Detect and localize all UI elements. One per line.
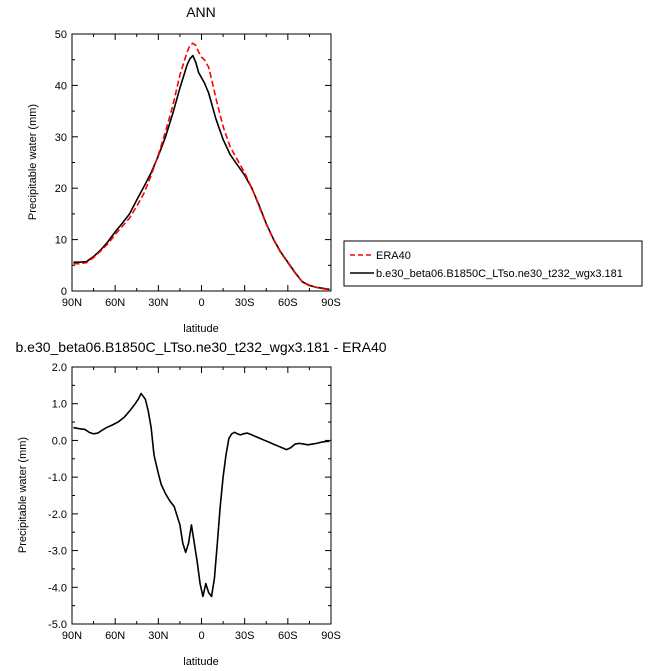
top-y-tick-label: 30 [55,132,67,144]
legend-box [343,240,643,287]
top-x-axis-label: latitude [183,323,218,335]
top-x-tick-label: 60N [105,297,125,309]
legend-era40-label: ERA40 [376,250,411,262]
top-plot-frame [71,33,332,292]
bottom-x-tick-label: 30N [148,630,168,642]
bottom-y-tick-label: -1.0 [48,472,67,484]
bottom-series-group [73,392,330,598]
bottom-panel: b.e30_beta06.B1850C_LTso.ne30_t232_wgx3.… [15,339,386,668]
bottom-y-tick-label: -4.0 [48,582,67,594]
bottom-y-tick-label: 1.0 [52,399,67,411]
bottom-x-tick-label: 0 [198,630,204,642]
top-y-axis-label: Precipitable water (mm) [27,104,39,220]
top-panel: ANN 90N 60N 30N 0 30S 60S 90S 0 10 20 30 40 50 latit… [27,4,341,335]
top-x-tick-label: 60S [278,297,298,309]
top-y-tick-label: 40 [55,80,67,92]
bottom-y-tick-label: 2.0 [52,362,67,374]
top-y-tick-label: 50 [55,29,67,41]
bottom-y-tick-label: -5.0 [48,619,67,631]
top-axes: 90N 60N 30N 0 30S 60S 90S 0 10 20 30 40 50 [55,29,341,309]
top-x-tick-label: 90N [62,297,82,309]
bottom-x-tick-label: 90N [62,630,82,642]
top-y-tick-label: 20 [55,183,67,195]
legend-model-label: b.e30_beta06.B1850C_LTso.ne30_t232_wgx3.… [376,268,623,280]
legend: ERA40 b.e30_beta06.B1850C_LTso.ne30_t232… [343,240,643,287]
bottom-axes: 90N 60N 30N 0 30S 60S 90S 2.0 1.0 0.0 -1.0 -2.0 -3.0… [48,362,341,642]
bottom-x-tick-label: 60N [105,630,125,642]
top-series-line-era40 [73,42,330,291]
top-series-line-model [73,54,330,291]
top-x-tick-label: 30N [148,297,168,309]
bottom-chart-title: b.e30_beta06.B1850C_LTso.ne30_t232_wgx3.… [15,339,386,355]
bottom-plot-frame [71,366,332,625]
top-chart-title: ANN [186,4,216,20]
bottom-y-tick-label: -3.0 [48,546,67,558]
bottom-y-tick-label: -2.0 [48,509,67,521]
bottom-x-tick-label: 90S [321,630,341,642]
bottom-series-line-model [73,392,330,598]
top-x-tick-label: 30S [235,297,255,309]
bottom-x-tick-label: 60S [278,630,298,642]
top-y-tick-label: 0 [61,286,67,298]
bottom-x-tick-label: 30S [235,630,255,642]
top-series-group [73,42,330,291]
top-x-tick-label: 0 [198,297,204,309]
top-x-tick-label: 90S [321,297,341,309]
bottom-y-axis-label: Precipitable water (mm) [17,437,29,553]
bottom-y-tick-label: 0.0 [52,435,67,447]
top-y-tick-label: 10 [55,235,67,247]
bottom-x-axis-label: latitude [183,656,218,668]
